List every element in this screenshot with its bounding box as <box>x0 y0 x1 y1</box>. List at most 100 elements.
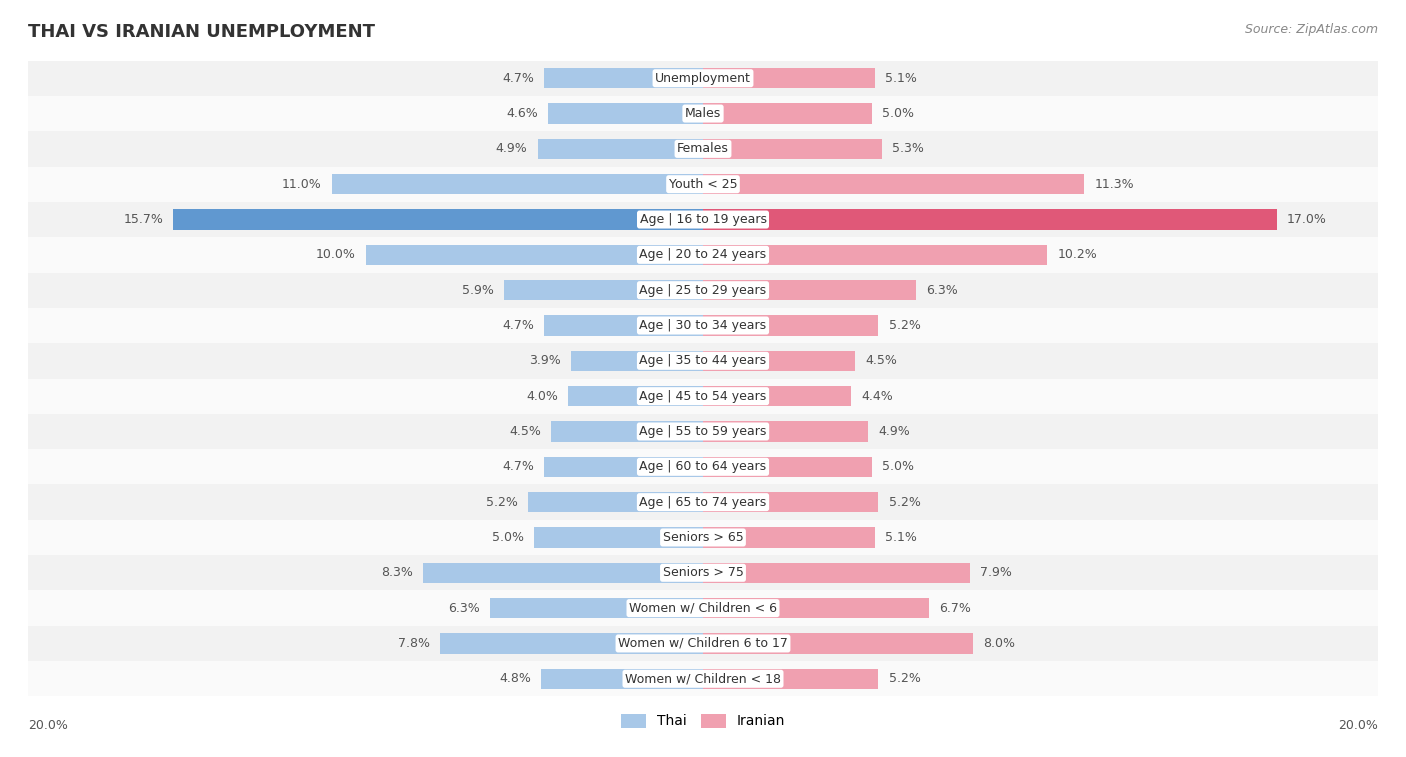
Text: Age | 55 to 59 years: Age | 55 to 59 years <box>640 425 766 438</box>
Text: 10.2%: 10.2% <box>1057 248 1097 261</box>
Bar <box>28 202 1378 237</box>
Bar <box>534 527 703 548</box>
Text: 5.1%: 5.1% <box>886 72 917 85</box>
Text: 4.7%: 4.7% <box>502 72 534 85</box>
Bar <box>537 139 703 159</box>
Text: 5.9%: 5.9% <box>463 284 494 297</box>
Bar <box>503 280 703 301</box>
Bar <box>703 386 852 407</box>
Text: Women w/ Children < 18: Women w/ Children < 18 <box>626 672 780 685</box>
Text: Youth < 25: Youth < 25 <box>669 178 737 191</box>
Text: Seniors > 65: Seniors > 65 <box>662 531 744 544</box>
Text: 20.0%: 20.0% <box>28 719 67 732</box>
Text: Age | 60 to 64 years: Age | 60 to 64 years <box>640 460 766 473</box>
Text: 5.0%: 5.0% <box>882 107 914 120</box>
Bar <box>28 449 1378 484</box>
Text: 5.2%: 5.2% <box>889 496 921 509</box>
Text: 10.0%: 10.0% <box>315 248 356 261</box>
Bar <box>491 598 703 618</box>
Bar <box>703 103 872 124</box>
Text: Women w/ Children < 6: Women w/ Children < 6 <box>628 602 778 615</box>
Bar <box>551 421 703 442</box>
Text: Seniors > 75: Seniors > 75 <box>662 566 744 579</box>
Text: Females: Females <box>678 142 728 155</box>
Bar <box>28 414 1378 449</box>
Bar <box>423 562 703 583</box>
Text: 15.7%: 15.7% <box>124 213 163 226</box>
Bar <box>28 167 1378 202</box>
Bar <box>28 520 1378 555</box>
Bar <box>28 590 1378 626</box>
Bar <box>541 668 703 689</box>
Bar <box>28 555 1378 590</box>
Text: 5.2%: 5.2% <box>889 319 921 332</box>
Text: 5.3%: 5.3% <box>891 142 924 155</box>
Text: Males: Males <box>685 107 721 120</box>
Bar <box>173 209 703 230</box>
Text: 5.1%: 5.1% <box>886 531 917 544</box>
Text: Unemployment: Unemployment <box>655 72 751 85</box>
Text: 11.0%: 11.0% <box>283 178 322 191</box>
Text: THAI VS IRANIAN UNEMPLOYMENT: THAI VS IRANIAN UNEMPLOYMENT <box>28 23 375 41</box>
Bar <box>28 131 1378 167</box>
Text: Age | 25 to 29 years: Age | 25 to 29 years <box>640 284 766 297</box>
Text: 4.9%: 4.9% <box>879 425 910 438</box>
Text: 4.5%: 4.5% <box>509 425 541 438</box>
Text: 4.0%: 4.0% <box>526 390 558 403</box>
Bar <box>703 633 973 654</box>
Text: 5.0%: 5.0% <box>492 531 524 544</box>
Bar <box>332 174 703 195</box>
Legend: Thai, Iranian: Thai, Iranian <box>616 708 790 734</box>
Bar <box>28 484 1378 520</box>
Bar <box>544 315 703 336</box>
Bar <box>28 343 1378 378</box>
Bar <box>440 633 703 654</box>
Bar <box>703 598 929 618</box>
Text: 5.2%: 5.2% <box>485 496 517 509</box>
Text: 6.7%: 6.7% <box>939 602 972 615</box>
Text: 4.5%: 4.5% <box>865 354 897 367</box>
Bar <box>703 562 970 583</box>
Text: 8.0%: 8.0% <box>983 637 1015 650</box>
Text: Age | 30 to 34 years: Age | 30 to 34 years <box>640 319 766 332</box>
Text: Age | 35 to 44 years: Age | 35 to 44 years <box>640 354 766 367</box>
Bar <box>28 378 1378 414</box>
Text: 4.4%: 4.4% <box>862 390 893 403</box>
Bar <box>703 139 882 159</box>
Text: 4.8%: 4.8% <box>499 672 531 685</box>
Bar <box>703 315 879 336</box>
Bar <box>544 68 703 89</box>
Text: 7.8%: 7.8% <box>398 637 430 650</box>
Text: 4.7%: 4.7% <box>502 460 534 473</box>
Text: Source: ZipAtlas.com: Source: ZipAtlas.com <box>1244 23 1378 36</box>
Bar <box>28 237 1378 273</box>
Bar <box>703 492 879 512</box>
Text: Age | 20 to 24 years: Age | 20 to 24 years <box>640 248 766 261</box>
Bar <box>703 174 1084 195</box>
Bar <box>703 456 872 477</box>
Bar <box>28 61 1378 96</box>
Text: 20.0%: 20.0% <box>1339 719 1378 732</box>
Text: 4.9%: 4.9% <box>496 142 527 155</box>
Text: 6.3%: 6.3% <box>925 284 957 297</box>
Bar <box>703 280 915 301</box>
Bar <box>571 350 703 371</box>
Text: Age | 16 to 19 years: Age | 16 to 19 years <box>640 213 766 226</box>
Text: 7.9%: 7.9% <box>980 566 1011 579</box>
Bar <box>568 386 703 407</box>
Bar <box>703 668 879 689</box>
Bar <box>703 350 855 371</box>
Bar <box>544 456 703 477</box>
Text: Women w/ Children 6 to 17: Women w/ Children 6 to 17 <box>619 637 787 650</box>
Bar <box>366 245 703 265</box>
Bar <box>703 245 1047 265</box>
Bar <box>28 96 1378 131</box>
Bar <box>703 527 875 548</box>
Bar <box>28 273 1378 308</box>
Bar <box>28 661 1378 696</box>
Text: Age | 45 to 54 years: Age | 45 to 54 years <box>640 390 766 403</box>
Text: 3.9%: 3.9% <box>530 354 561 367</box>
Text: 11.3%: 11.3% <box>1094 178 1135 191</box>
Text: 6.3%: 6.3% <box>449 602 481 615</box>
Bar <box>28 308 1378 343</box>
